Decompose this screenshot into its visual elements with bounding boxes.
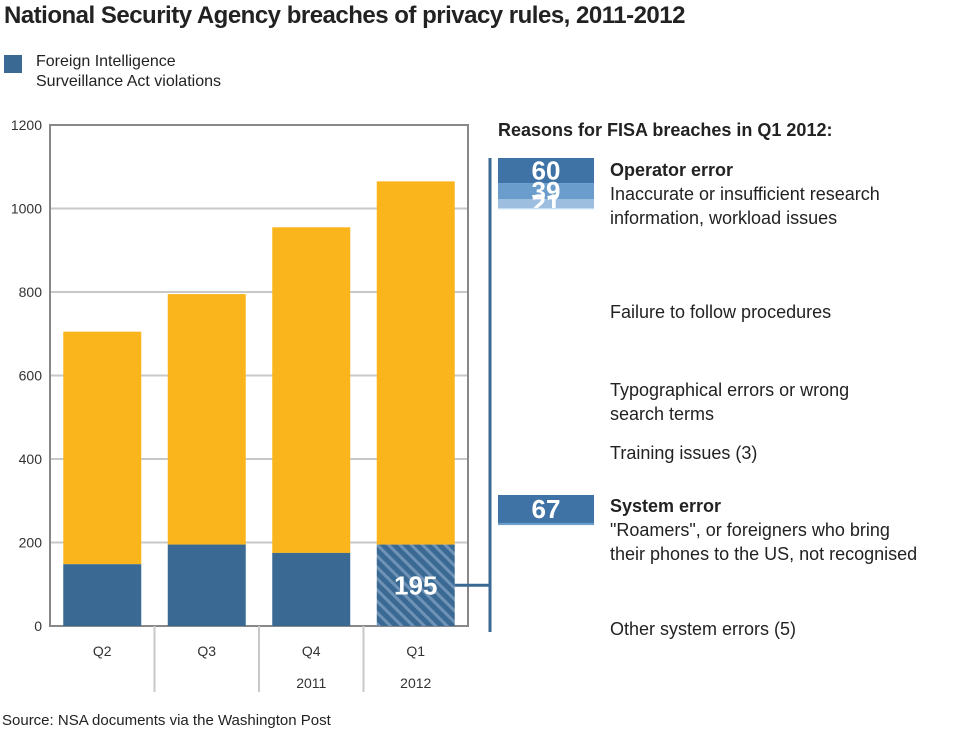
bar-fisa-Q1 [376, 544, 455, 626]
x-tick-label: Q2 [93, 643, 112, 659]
reason-system-error-head: System error [610, 496, 722, 516]
year-label: 2012 [400, 675, 431, 691]
system-error-segment-label: 67 [532, 494, 561, 524]
reason-other-system: Other system errors (5) [610, 619, 797, 639]
x-tick-label: Q4 [302, 643, 321, 659]
bar-fisa-Q2 [63, 564, 142, 626]
reason-system-error: System error "Roamers", or foreigners wh… [610, 494, 917, 566]
chart-title: National Security Agency breaches of pri… [4, 2, 685, 29]
operator-error-segment [498, 199, 594, 209]
operator-error-segment [498, 183, 594, 200]
y-tick-label: 200 [19, 535, 43, 551]
bar-fisa-Q4 [272, 552, 351, 626]
reason-operator-error-head: Operator error [610, 160, 734, 180]
operator-error-segment [498, 158, 594, 184]
reason-training: Training issues (3) [610, 443, 758, 463]
bar-total-Q2 [63, 331, 142, 565]
bar-total-Q1 [376, 181, 455, 545]
y-tick-label: 600 [19, 368, 43, 384]
legend-label: Foreign Intelligence Surveillance Act vi… [36, 53, 221, 90]
reason-operator-error-body: Inaccurate or insufficient research info… [610, 184, 880, 228]
system-error-segment [498, 495, 594, 523]
legend-swatch [4, 55, 22, 73]
operator-error-segment-label: 60 [532, 156, 561, 186]
reason-typographical: Typographical errors or wrong search ter… [610, 380, 850, 424]
system-error-segment [498, 522, 594, 526]
operator-error-segment-label: 21 [532, 189, 561, 219]
y-tick-label: 1000 [11, 201, 42, 217]
y-tick-label: 0 [34, 618, 42, 634]
reason-system-error-body: "Roamers", or foreigners who bring their… [610, 520, 918, 564]
bar-fisa-Q3 [167, 544, 246, 626]
y-tick-label: 800 [19, 284, 43, 300]
bar-value-label: 195 [394, 570, 437, 600]
operator-error-segment [498, 208, 594, 210]
y-tick-label: 1200 [11, 117, 42, 133]
reason-failure-to-follow: Failure to follow procedures [610, 302, 832, 322]
source-note: Source: NSA documents via the Washington… [2, 712, 331, 729]
year-label: 2011 [296, 675, 326, 691]
bar-total-Q4 [272, 227, 351, 553]
x-tick-label: Q1 [406, 643, 425, 659]
bar-total-Q3 [167, 294, 246, 545]
y-tick-label: 400 [19, 451, 43, 467]
breakdown-title: Reasons for FISA breaches in Q1 2012: [498, 120, 833, 140]
reason-operator-error: Operator error Inaccurate or insufficien… [610, 158, 880, 230]
x-tick-label: Q3 [197, 643, 216, 659]
